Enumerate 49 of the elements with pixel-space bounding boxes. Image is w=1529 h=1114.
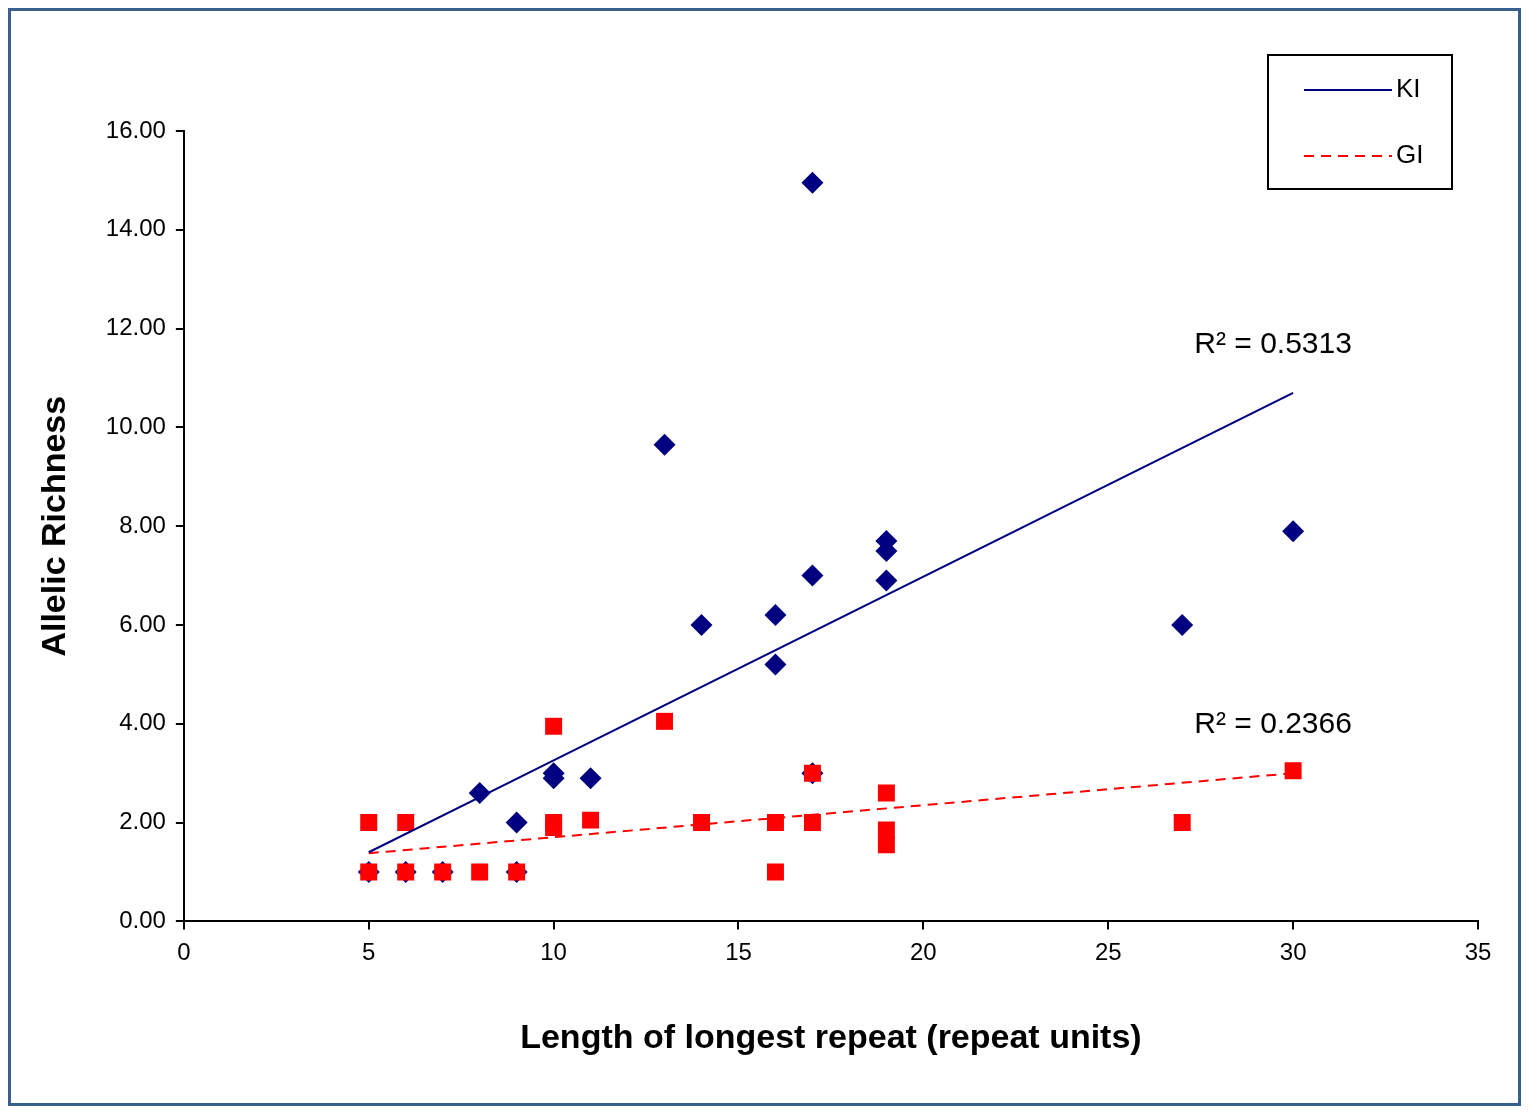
legend-label: GI xyxy=(1396,139,1424,170)
point xyxy=(764,604,787,627)
point xyxy=(471,863,489,881)
y-tick-label: 8.00 xyxy=(119,510,166,538)
y-tick-label: 6.00 xyxy=(119,609,166,637)
x-tick-label: 10 xyxy=(540,938,567,966)
point xyxy=(360,814,378,832)
x-tick-label: 35 xyxy=(1464,938,1492,966)
point xyxy=(653,433,676,456)
point xyxy=(1171,614,1194,636)
y-tick-label: 14.00 xyxy=(105,214,166,242)
point xyxy=(877,836,895,854)
point xyxy=(545,717,563,735)
point xyxy=(397,814,415,832)
x-tick-label: 25 xyxy=(1094,938,1122,966)
point xyxy=(877,784,895,802)
y-tick-label: 2.00 xyxy=(119,807,166,835)
legend-label: KI xyxy=(1396,73,1421,104)
y-tick-label: 10.00 xyxy=(105,412,166,440)
x-tick-label: 0 xyxy=(177,938,191,966)
y-tick-label: 12.00 xyxy=(105,313,166,341)
point xyxy=(545,819,563,837)
x-tick-label: 15 xyxy=(725,938,752,966)
point xyxy=(1284,762,1302,780)
point xyxy=(764,653,787,676)
point xyxy=(766,814,784,832)
y-tick-label: 0.00 xyxy=(119,906,166,934)
point xyxy=(579,767,602,790)
point xyxy=(693,814,710,832)
point xyxy=(875,569,898,592)
point xyxy=(505,811,528,834)
x-tick-label: 20 xyxy=(910,938,937,966)
point xyxy=(656,712,674,730)
point xyxy=(766,863,784,881)
point xyxy=(801,171,824,194)
annotation: R² = 0.5313 xyxy=(1194,325,1352,359)
point xyxy=(801,564,824,587)
x-tick-label: 30 xyxy=(1279,938,1307,966)
y-tick-label: 16.00 xyxy=(105,115,166,143)
point xyxy=(1282,520,1305,543)
point xyxy=(690,614,713,636)
y-axis-title: Allelic Richness xyxy=(33,395,72,657)
point xyxy=(803,814,821,832)
annotation: R² = 0.2366 xyxy=(1194,706,1352,740)
y-tick-label: 4.00 xyxy=(119,708,166,736)
x-tick-label: 5 xyxy=(362,938,376,966)
point xyxy=(1173,814,1191,832)
x-axis-title: Length of longest repeat (repeat units) xyxy=(520,1016,1142,1055)
point xyxy=(582,811,600,829)
